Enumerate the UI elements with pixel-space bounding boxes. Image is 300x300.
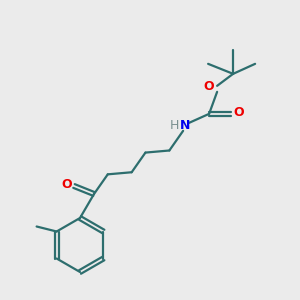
Text: N: N xyxy=(180,119,190,132)
Text: O: O xyxy=(234,106,244,119)
Text: O: O xyxy=(62,178,72,191)
Text: H: H xyxy=(169,119,179,132)
Text: O: O xyxy=(204,80,214,93)
